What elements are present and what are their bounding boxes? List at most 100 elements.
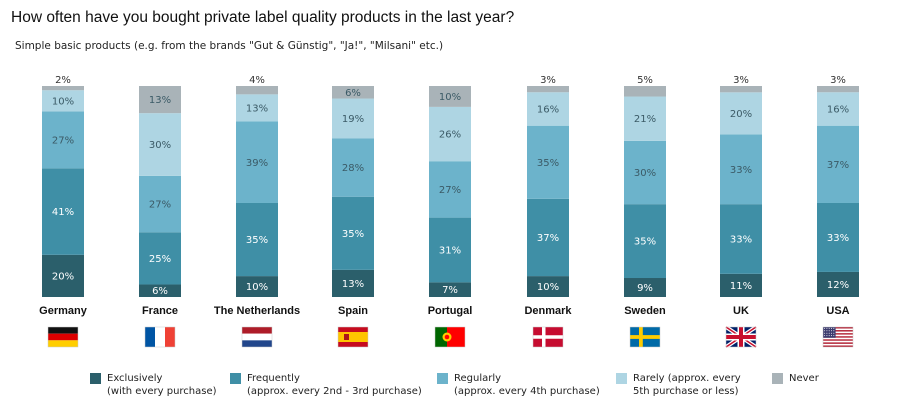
chart-title: How often have you bought private label … bbox=[11, 9, 515, 26]
data-label: 26% bbox=[439, 130, 461, 141]
flag-france-icon bbox=[144, 326, 176, 348]
bar-segment-frequently bbox=[42, 168, 84, 255]
bar-segment-regularly bbox=[139, 175, 181, 233]
flag-sweden-icon bbox=[629, 326, 661, 348]
data-label: 27% bbox=[439, 185, 461, 196]
data-label: 6% bbox=[152, 286, 168, 297]
bar-segment-never bbox=[429, 86, 471, 107]
legend-label: Rarely (approx. every 5th purchase or le… bbox=[633, 373, 741, 397]
flag-spain-icon bbox=[337, 326, 369, 348]
bar-segment-rarely bbox=[624, 96, 666, 141]
bar-segment-exclusively bbox=[720, 273, 762, 297]
legend-item-rarely: Rarely (approx. every 5th purchase or le… bbox=[616, 372, 741, 398]
flag-netherlands-icon bbox=[241, 326, 273, 348]
legend-swatch bbox=[437, 373, 448, 384]
data-label: 12% bbox=[827, 280, 849, 291]
bar-segment-never bbox=[236, 86, 278, 95]
data-label: 35% bbox=[342, 229, 364, 240]
chart-subtitle: Simple basic products (e.g. from the bra… bbox=[15, 40, 444, 52]
bar-segment-never bbox=[527, 86, 569, 93]
flag-denmark-icon bbox=[532, 326, 564, 348]
data-label: 5% bbox=[637, 75, 653, 86]
bars-layer bbox=[42, 86, 859, 297]
bar-segment-exclusively bbox=[42, 254, 84, 297]
data-label: 35% bbox=[634, 237, 656, 248]
data-label: 33% bbox=[730, 165, 752, 176]
bar-segment-frequently bbox=[720, 204, 762, 274]
category-label: France bbox=[142, 305, 178, 317]
bar-segment-frequently bbox=[139, 232, 181, 285]
bar-segment-frequently bbox=[817, 202, 859, 272]
legend-swatch bbox=[230, 373, 241, 384]
data-label: 10% bbox=[439, 92, 461, 103]
bar-segment-exclusively bbox=[236, 276, 278, 297]
data-label: 25% bbox=[149, 254, 171, 265]
flags-layer bbox=[47, 325, 854, 349]
data-label: 13% bbox=[246, 103, 268, 114]
data-label: 35% bbox=[537, 158, 559, 169]
legend: Exclusively (with every purchase) Frequen… bbox=[0, 372, 900, 406]
bar-segment-frequently bbox=[527, 198, 569, 277]
data-label: 21% bbox=[634, 114, 656, 125]
legend-item-regularly: Regularly (approx. every 4th purchase) bbox=[437, 372, 600, 398]
bar-segment-rarely bbox=[332, 98, 374, 139]
bar-segment-exclusively bbox=[429, 282, 471, 297]
bar-segment-frequently bbox=[236, 202, 278, 277]
bar-segment-regularly bbox=[624, 140, 666, 205]
data-label: 27% bbox=[149, 200, 171, 211]
bar-segment-never bbox=[42, 86, 84, 91]
bar-segment-regularly bbox=[236, 121, 278, 203]
data-label: 4% bbox=[249, 75, 265, 86]
data-label: 41% bbox=[52, 207, 74, 218]
category-label: Portugal bbox=[428, 305, 473, 317]
data-label: 2% bbox=[55, 75, 71, 86]
flag-portugal-icon bbox=[434, 326, 466, 348]
legend-swatch bbox=[772, 373, 783, 384]
legend-item-never: Never bbox=[772, 372, 819, 385]
data-label: 6% bbox=[345, 88, 361, 99]
bar-segment-frequently bbox=[429, 217, 471, 283]
data-label: 13% bbox=[149, 95, 171, 106]
bar-segment-regularly bbox=[429, 161, 471, 218]
bar-segment-never bbox=[332, 86, 374, 99]
bar-segment-frequently bbox=[624, 204, 666, 279]
bar-segment-never bbox=[817, 86, 859, 93]
bar-segment-exclusively bbox=[624, 278, 666, 297]
data-label: 30% bbox=[634, 168, 656, 179]
data-label: 28% bbox=[342, 163, 364, 174]
data-label: 20% bbox=[52, 271, 74, 282]
data-label: 30% bbox=[149, 140, 171, 151]
legend-swatch bbox=[616, 373, 627, 384]
data-label: 10% bbox=[246, 282, 268, 293]
bar-segment-exclusively bbox=[139, 284, 181, 297]
legend-item-frequently: Frequently (approx. every 2nd - 3rd purc… bbox=[230, 372, 422, 398]
bar-segment-exclusively bbox=[817, 271, 859, 297]
bar-segment-frequently bbox=[332, 196, 374, 270]
category-label: Germany bbox=[39, 305, 88, 317]
data-label: 35% bbox=[246, 235, 268, 246]
data-label: 39% bbox=[246, 158, 268, 169]
bar-segment-regularly bbox=[42, 111, 84, 169]
category-label: Spain bbox=[338, 305, 368, 317]
data-label: 3% bbox=[830, 75, 846, 86]
category-label: The Netherlands bbox=[214, 305, 300, 317]
bar-segment-rarely bbox=[720, 92, 762, 135]
bar-segment-never bbox=[624, 86, 666, 97]
category-label: Denmark bbox=[524, 305, 572, 317]
flag-uk-icon bbox=[724, 325, 758, 349]
legend-item-exclusively: Exclusively (with every purchase) bbox=[90, 372, 217, 398]
data-label: 37% bbox=[827, 160, 849, 171]
data-label: 33% bbox=[730, 234, 752, 245]
legend-swatch bbox=[90, 373, 101, 384]
data-label: 10% bbox=[52, 96, 74, 107]
flag-usa-icon bbox=[822, 326, 854, 348]
category-label: Sweden bbox=[624, 305, 666, 317]
bar-segment-rarely bbox=[139, 113, 181, 176]
data-label: 33% bbox=[827, 233, 849, 244]
category-label: USA bbox=[826, 305, 849, 317]
data-label: 16% bbox=[827, 104, 849, 115]
data-label: 31% bbox=[439, 245, 461, 256]
legend-label: Never bbox=[789, 373, 819, 384]
data-label: 3% bbox=[733, 75, 749, 86]
legend-label: Frequently (approx. every 2nd - 3rd purc… bbox=[247, 373, 422, 397]
